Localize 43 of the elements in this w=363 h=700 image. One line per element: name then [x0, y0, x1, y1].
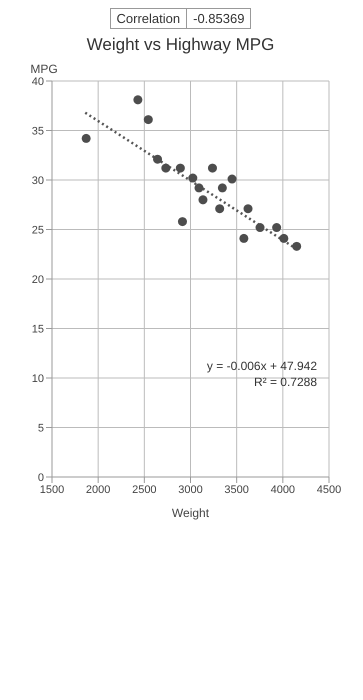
y-tick-label: 30: [32, 174, 44, 187]
point: [272, 223, 282, 232]
y-tick-label: 40: [32, 76, 44, 88]
y-tick-label: 25: [32, 224, 44, 236]
y-tick-label: 35: [32, 125, 44, 138]
point: [153, 154, 162, 164]
chart-title: Weight vs Highway MPG: [86, 35, 276, 55]
x-tick-label: 4500: [316, 484, 342, 496]
y-tick-label: 15: [32, 323, 44, 336]
text: -0.85369: [186, 8, 251, 28]
x-tick-label: 3000: [178, 484, 203, 496]
annotation: R² = 0.7288: [252, 375, 317, 389]
point: [188, 174, 198, 183]
y-tick-label: 0: [38, 472, 44, 484]
point: [256, 223, 265, 232]
y-tick-label: 10: [32, 372, 44, 385]
point: [292, 242, 302, 251]
point: [228, 174, 237, 184]
y-axis-title: MPG: [30, 62, 58, 76]
point: [133, 95, 142, 104]
point: [279, 234, 288, 243]
point: [244, 204, 253, 214]
annotation: y = -0.006x + 47.942: [206, 359, 317, 373]
point: [144, 115, 153, 124]
text: Correlation: [110, 8, 187, 28]
x-tick-label: 2500: [132, 484, 157, 496]
x-axis-title: Weight: [172, 506, 210, 520]
point: [208, 164, 217, 173]
x-tick-label: 4000: [270, 484, 296, 496]
y-tick-label: 20: [32, 274, 44, 286]
point: [218, 183, 227, 192]
point: [178, 217, 187, 226]
point: [194, 183, 204, 192]
y-tick-label: 5: [38, 422, 44, 434]
x-tick-label: 2000: [86, 484, 110, 496]
x-tick-label: 3500: [224, 484, 249, 496]
point: [161, 164, 170, 173]
point: [239, 234, 248, 243]
point: [198, 195, 208, 204]
x-tick-label: 1500: [40, 484, 64, 496]
point: [82, 134, 91, 143]
point: [215, 204, 224, 214]
point: [176, 164, 185, 173]
